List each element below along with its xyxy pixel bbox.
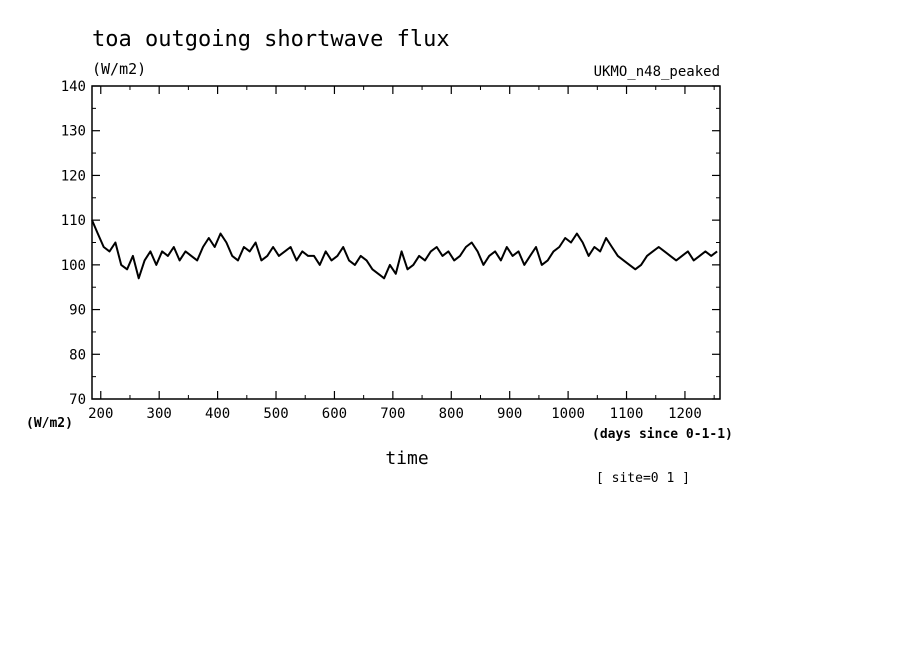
- y-tick-label: 100: [61, 258, 86, 274]
- y-tick-label: 120: [61, 168, 86, 184]
- x-tick-label: 200: [88, 406, 113, 422]
- y-tick-label: 70: [69, 392, 86, 408]
- x-tick-label: 700: [380, 406, 405, 422]
- x-tick-label: 900: [497, 406, 522, 422]
- x-tick-label: 1100: [610, 406, 644, 422]
- y-axis-unit-label: (W/m2): [26, 416, 73, 431]
- y-tick-label: 80: [69, 347, 86, 363]
- x-tick-label: 300: [147, 406, 172, 422]
- x-axis-label: time: [385, 448, 428, 469]
- y-tick-label: 140: [61, 79, 86, 95]
- y-tick-label: 110: [61, 213, 86, 229]
- x-axis-unit-label: (days since 0-1-1): [592, 427, 733, 442]
- axis-ticks: [92, 85, 720, 400]
- x-tick-label: 400: [205, 406, 230, 422]
- y-tick-labels: 70 80 90 100 110 120 130 140: [61, 79, 86, 408]
- x-tick-label: 800: [439, 406, 464, 422]
- units-label: (W/m2): [92, 60, 146, 78]
- y-tick-label: 130: [61, 124, 86, 140]
- series-line: [91, 219, 718, 280]
- x-tick-label: 600: [322, 406, 347, 422]
- chart-title: toa outgoing shortwave flux: [92, 27, 450, 52]
- plot-frame: [91, 85, 721, 400]
- x-tick-labels: 200 300 400 500 600 700 800 900 1000 1100 1200: [88, 406, 702, 422]
- y-tick-label: 90: [69, 303, 86, 319]
- model-label: UKMO_n48_peaked: [594, 64, 720, 80]
- x-tick-label: 1200: [668, 406, 702, 422]
- x-tick-label: 500: [263, 406, 288, 422]
- footnote: [ site=0 1 ]: [596, 471, 690, 486]
- x-tick-label: 1000: [551, 406, 585, 422]
